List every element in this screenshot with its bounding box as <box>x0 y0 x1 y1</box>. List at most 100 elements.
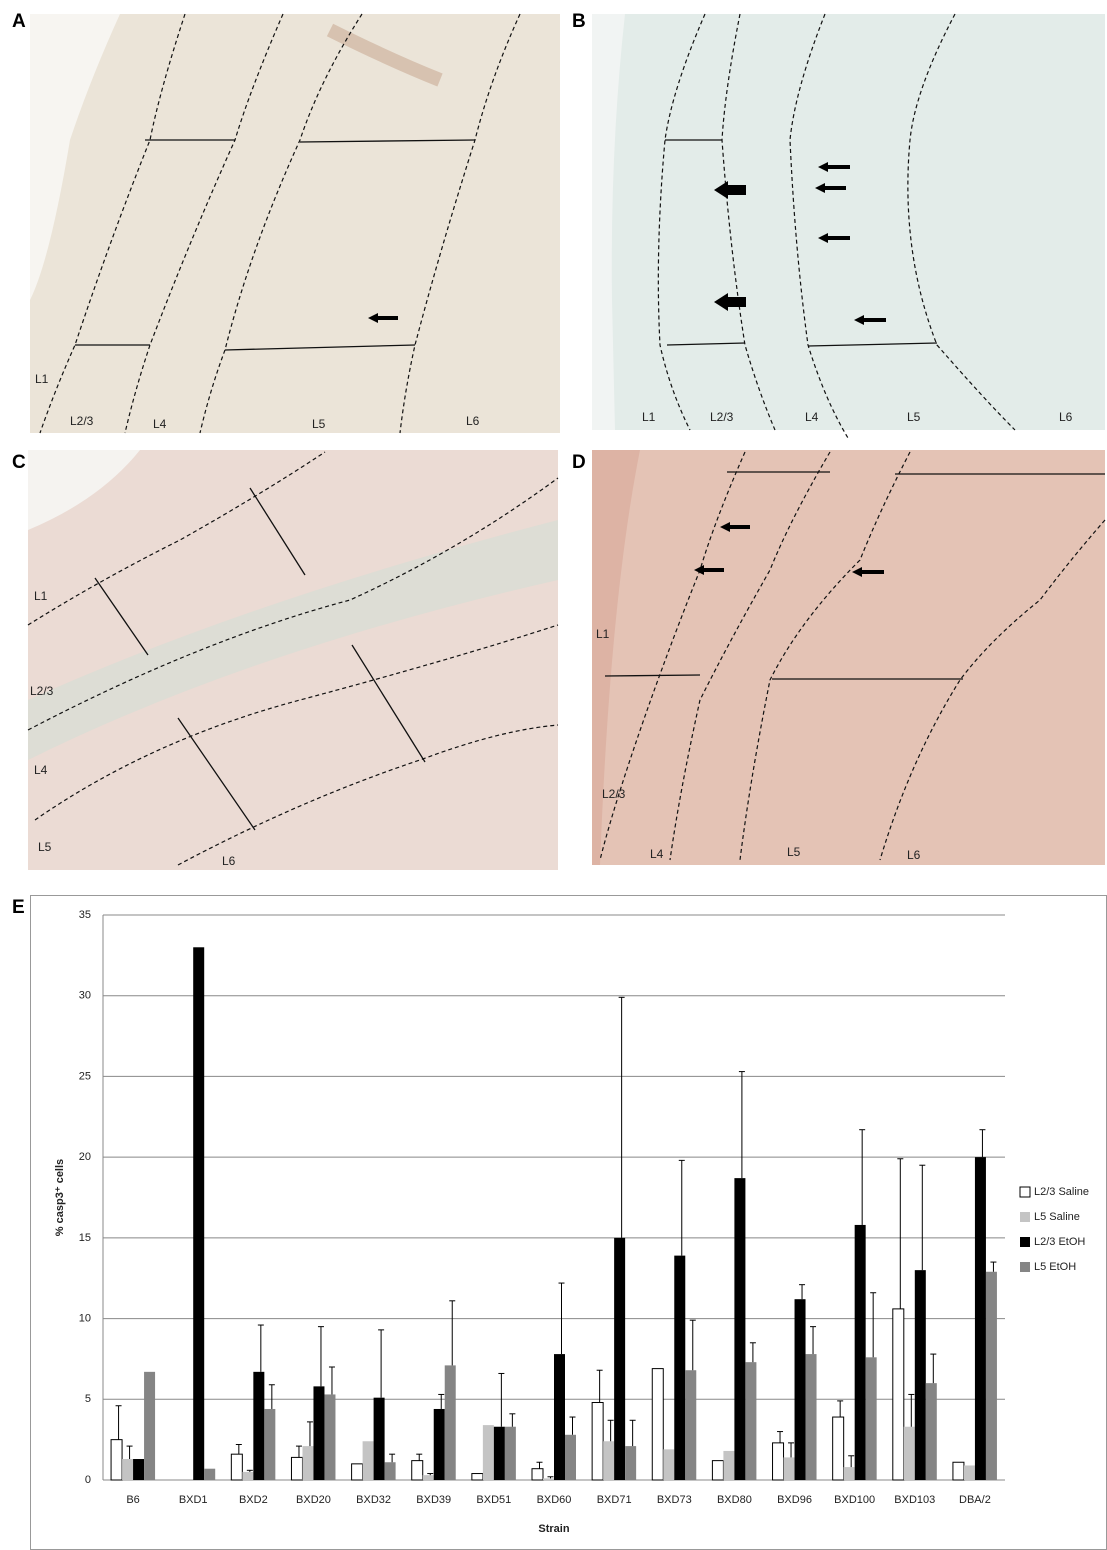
bar <box>324 1394 335 1480</box>
y-tick-label: 25 <box>79 1070 91 1082</box>
panel-letter: D <box>572 452 586 473</box>
y-tick-label: 15 <box>79 1232 91 1244</box>
layer-label: L4 <box>153 417 167 431</box>
legend-label: L2/3 EtOH <box>1034 1236 1085 1248</box>
bar <box>953 1462 964 1480</box>
bar <box>494 1427 505 1480</box>
bar <box>734 1178 745 1480</box>
y-tick-label: 30 <box>79 990 91 1002</box>
bar <box>674 1256 685 1480</box>
bar <box>712 1461 723 1480</box>
bar <box>253 1372 264 1480</box>
bar <box>926 1383 937 1480</box>
bar <box>363 1441 374 1480</box>
bar <box>313 1386 324 1480</box>
layer-label: L4 <box>805 410 819 424</box>
bar <box>685 1370 696 1480</box>
bar <box>505 1427 516 1480</box>
legend-label: L5 EtOH <box>1034 1261 1076 1273</box>
panel-letter: C <box>12 452 26 473</box>
bar <box>445 1365 456 1480</box>
bar <box>915 1270 926 1480</box>
x-tick-label: BXD39 <box>416 1494 451 1506</box>
x-tick-label: BXD80 <box>717 1494 752 1506</box>
bar <box>434 1409 445 1480</box>
bar <box>806 1354 817 1480</box>
bar <box>723 1451 734 1480</box>
bar <box>122 1459 133 1480</box>
bar <box>374 1398 385 1480</box>
bar <box>663 1449 674 1480</box>
bar <box>532 1469 543 1480</box>
layer-label: L2/3 <box>30 684 54 698</box>
bar <box>204 1469 215 1480</box>
legend-swatch <box>1020 1262 1030 1272</box>
layer-label: L6 <box>466 414 480 428</box>
layer-label: L2/3 <box>710 410 734 424</box>
legend-swatch <box>1020 1237 1030 1247</box>
bar <box>603 1441 614 1480</box>
y-axis-label: % casp3⁺ cells <box>54 1159 66 1236</box>
legend-label: L2/3 Saline <box>1034 1186 1089 1198</box>
y-tick-label: 10 <box>79 1312 91 1324</box>
layer-label: L1 <box>35 372 49 386</box>
bar <box>242 1472 253 1480</box>
bar <box>964 1465 975 1480</box>
layer-label: L2/3 <box>70 414 94 428</box>
bar <box>795 1299 806 1480</box>
bar <box>745 1362 756 1480</box>
bar <box>264 1409 275 1480</box>
panel-letter: E <box>12 897 25 918</box>
legend-swatch <box>1020 1187 1030 1197</box>
x-tick-label: BXD20 <box>296 1494 331 1506</box>
x-tick-label: BXD100 <box>834 1494 875 1506</box>
layer-label: L6 <box>222 854 236 868</box>
bar <box>193 947 204 1480</box>
bar <box>844 1467 855 1480</box>
bar <box>543 1478 554 1480</box>
x-tick-label: BXD2 <box>239 1494 268 1506</box>
panel-letter: B <box>572 11 586 32</box>
x-axis-label: Strain <box>538 1523 569 1535</box>
legend-swatch <box>1020 1212 1030 1222</box>
bar <box>866 1357 877 1480</box>
bar <box>614 1238 625 1480</box>
bar <box>975 1157 986 1480</box>
micrograph-d <box>592 450 1105 865</box>
x-tick-label: DBA/2 <box>959 1494 991 1506</box>
bar <box>773 1443 784 1480</box>
y-tick-label: 0 <box>85 1474 91 1486</box>
x-tick-label: BXD1 <box>179 1494 208 1506</box>
bar <box>855 1225 866 1480</box>
layer-label: L5 <box>907 410 921 424</box>
bar <box>385 1462 396 1480</box>
bar <box>412 1461 423 1480</box>
bar <box>592 1403 603 1480</box>
layer-label: L6 <box>907 848 921 862</box>
layer-label: L1 <box>34 589 48 603</box>
bar <box>144 1372 155 1480</box>
bar <box>554 1354 565 1480</box>
figure: ABCDEL1L2/3L4L5L6L1L2/3L4L5L6L1L2/3L4L5L… <box>0 0 1107 1550</box>
bar <box>133 1459 144 1480</box>
x-tick-label: B6 <box>126 1494 139 1506</box>
bar <box>784 1457 795 1480</box>
layer-label: L5 <box>38 840 52 854</box>
bar <box>291 1457 302 1480</box>
micrograph-b <box>592 14 1105 438</box>
x-tick-label: BXD73 <box>657 1494 692 1506</box>
bar <box>904 1427 915 1480</box>
bar <box>352 1464 363 1480</box>
layer-label: L2/3 <box>602 787 626 801</box>
y-tick-label: 35 <box>79 909 91 921</box>
layer-label: L6 <box>1059 410 1073 424</box>
x-tick-label: BXD32 <box>356 1494 391 1506</box>
micrograph-a <box>30 14 560 433</box>
legend-label: L5 Saline <box>1034 1211 1080 1223</box>
x-tick-label: BXD96 <box>777 1494 812 1506</box>
layer-label: L4 <box>650 847 664 861</box>
layer-label: L1 <box>642 410 656 424</box>
bar <box>483 1425 494 1480</box>
x-tick-label: BXD51 <box>476 1494 511 1506</box>
x-tick-label: BXD71 <box>597 1494 632 1506</box>
